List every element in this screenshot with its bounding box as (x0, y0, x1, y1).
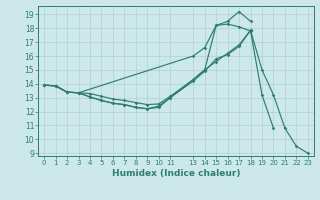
X-axis label: Humidex (Indice chaleur): Humidex (Indice chaleur) (112, 169, 240, 178)
